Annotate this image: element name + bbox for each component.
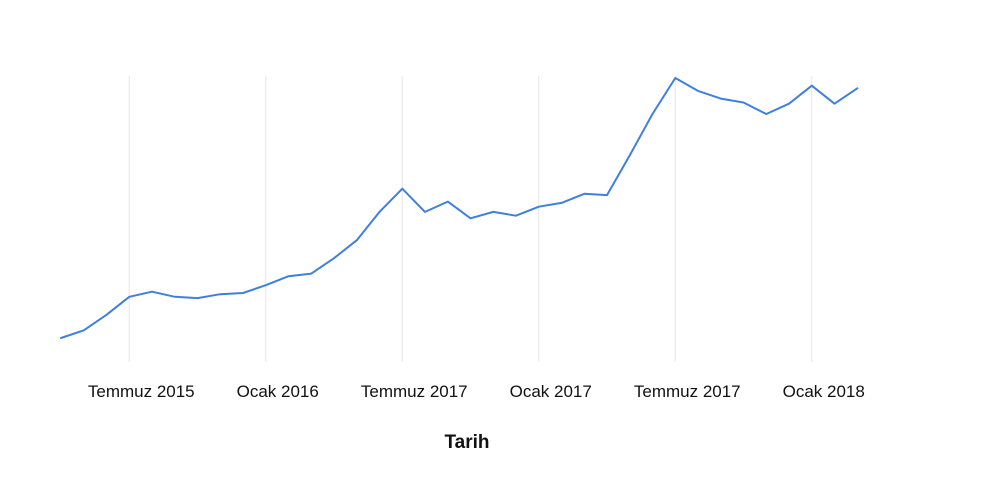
x-tick-label: Ocak 2018: [783, 382, 865, 401]
x-tick-label: Temmuz 2017: [361, 382, 468, 401]
series-layer: [60, 77, 859, 339]
x-tick-labels: Temmuz 2015 Ocak 2016 Temmuz 2017 Ocak 2017…: [88, 382, 865, 401]
grid-lines: [128, 76, 813, 362]
x-tick-label: Temmuz 2017: [634, 382, 741, 401]
x-tick-label: Temmuz 2015: [88, 382, 195, 401]
x-tick-label: Ocak 2017: [510, 382, 592, 401]
series-line: [60, 77, 859, 339]
x-axis-title: Tarih: [444, 432, 489, 453]
x-tick-label: Ocak 2016: [237, 382, 319, 401]
